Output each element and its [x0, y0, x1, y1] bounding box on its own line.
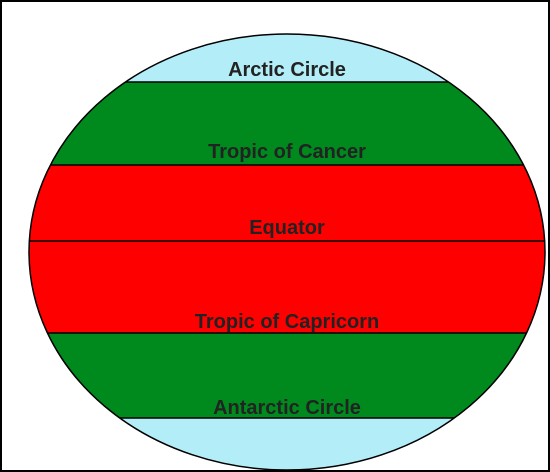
label: Tropic of Capricorn: [195, 311, 379, 333]
north-temperate-zone: [29, 82, 545, 165]
label: Equator: [249, 217, 325, 239]
label: Tropic of Cancer: [208, 141, 366, 163]
tropical-zone: [29, 165, 545, 333]
label: Arctic Circle: [228, 59, 346, 81]
south-temperate-zone: [29, 333, 545, 418]
globe-outline: [28, 33, 546, 471]
label: Antarctic Circle: [213, 397, 361, 419]
